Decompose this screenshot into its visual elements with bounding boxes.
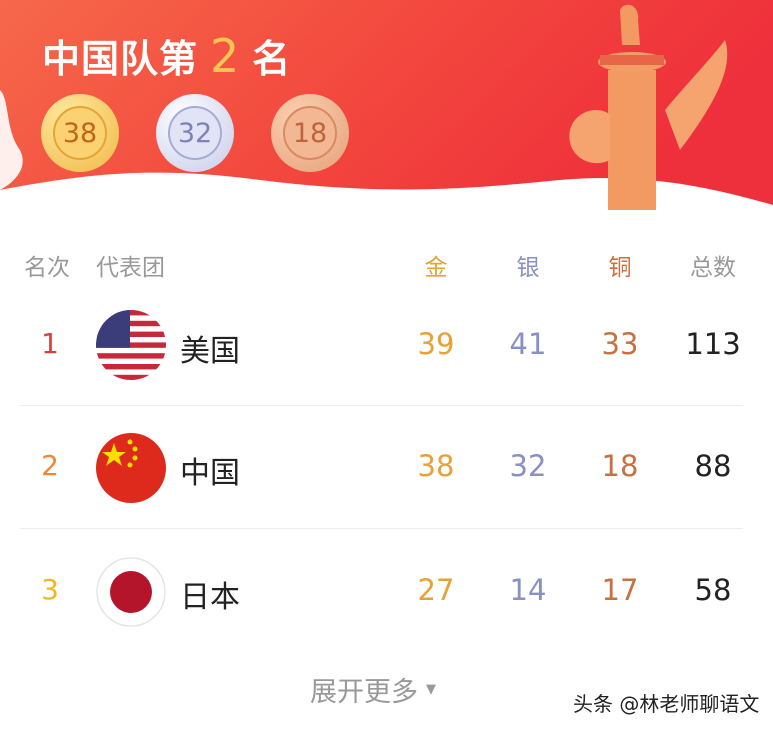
header-gold: 金 <box>424 255 448 281</box>
silver-medal-icon: 32 <box>156 94 234 172</box>
watermark: 头条 @林老师聊语文 <box>573 692 760 716</box>
team-name: 中国 <box>180 456 240 491</box>
header-team: 代表团 <box>96 255 165 281</box>
expand-more-button[interactable]: 展开更多 ▼ <box>310 670 436 709</box>
row-rank: 1 <box>41 327 59 360</box>
expand-more-label: 展开更多 <box>310 677 418 708</box>
team-name: 美国 <box>180 334 240 369</box>
silver-count: 32 <box>168 106 222 160</box>
header-silver: 银 <box>516 255 540 281</box>
silver-value: 14 <box>509 573 547 607</box>
huabiao-column-icon <box>569 4 728 210</box>
gold-value: 27 <box>417 573 455 607</box>
total-value: 113 <box>685 327 741 361</box>
title-suffix: 名 <box>252 37 292 81</box>
bronze-medal-icon: 18 <box>271 94 349 172</box>
header-bronze: 铜 <box>608 255 632 281</box>
silver-value: 32 <box>509 449 547 483</box>
silver-value: 41 <box>509 327 547 361</box>
header-total: 总数 <box>690 255 736 281</box>
bronze-value: 33 <box>601 327 639 361</box>
gold-value: 38 <box>417 449 455 483</box>
bronze-value: 17 <box>601 573 639 607</box>
total-value: 58 <box>694 573 732 607</box>
bronze-value: 18 <box>601 449 639 483</box>
row-divider <box>20 405 743 406</box>
header-rank: 名次 <box>24 255 70 281</box>
gold-medal-icon: 38 <box>41 94 119 172</box>
row-divider <box>20 528 743 529</box>
gold-value: 39 <box>417 327 455 361</box>
page-title: 中国队第 2 名 <box>42 28 291 83</box>
japan-flag-icon <box>96 557 166 627</box>
usa-flag-icon <box>96 310 166 380</box>
title-prefix: 中国队第 <box>42 37 199 81</box>
total-value: 88 <box>694 449 732 483</box>
caret-down-icon: ▼ <box>426 682 436 697</box>
bronze-count: 18 <box>283 106 337 160</box>
china-rank: 2 <box>210 29 241 83</box>
header-banner <box>0 0 773 220</box>
china-flag-icon <box>96 433 166 503</box>
gold-count: 38 <box>53 106 107 160</box>
team-name: 日本 <box>180 580 240 615</box>
row-rank: 3 <box>41 573 59 606</box>
row-rank: 2 <box>41 449 59 482</box>
